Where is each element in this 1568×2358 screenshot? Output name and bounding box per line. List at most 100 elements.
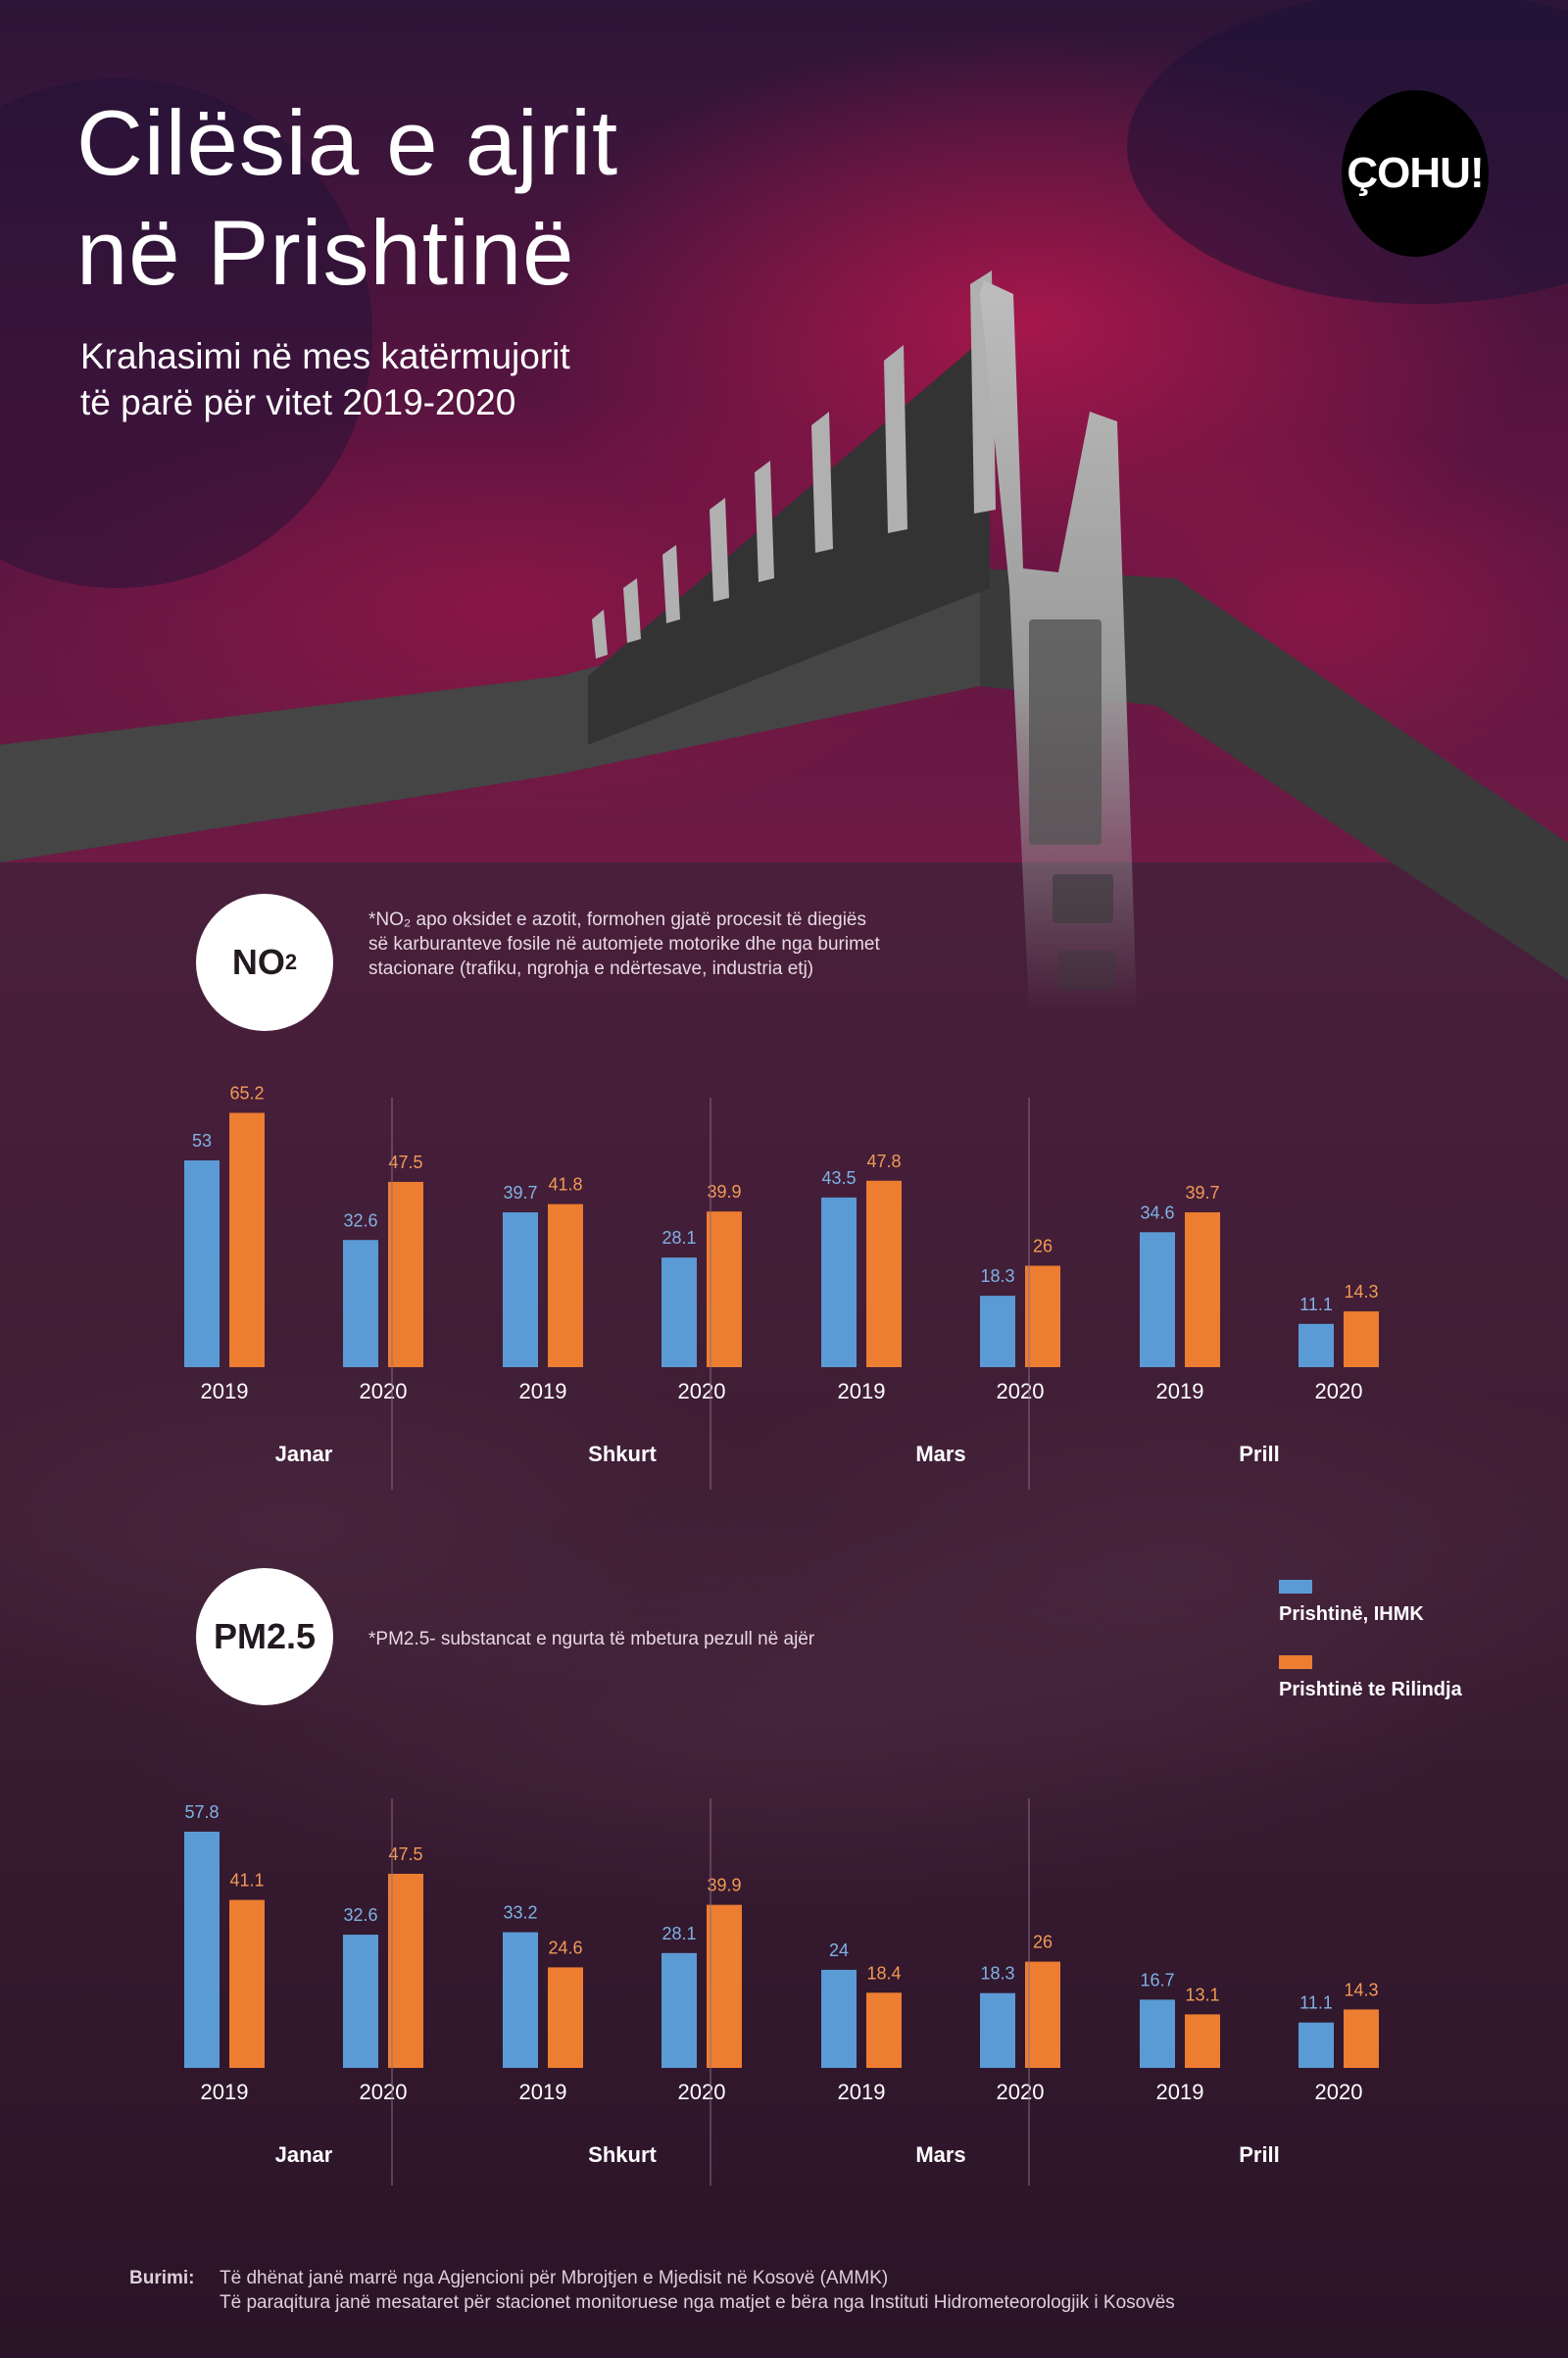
pm25-badge: PM2.5: [196, 1568, 333, 1705]
no2-badge: NO 2: [196, 894, 333, 1031]
pm25-data-label: 39.9: [707, 1876, 741, 1895]
source-label: Burimi:: [129, 2268, 195, 2288]
pm25-bar-rilindja: [707, 1904, 742, 2068]
no2-bar-ihmk: [184, 1160, 220, 1367]
pm25-bar-ihmk: [1298, 2022, 1334, 2068]
title-line-1: Cilësia e ajrit: [76, 91, 619, 194]
no2-bar-rilindja: [707, 1211, 742, 1367]
no2-year-label: 2020: [360, 1379, 408, 1403]
pm25-bar-ihmk: [343, 1935, 378, 2068]
pm25-bar-ihmk: [980, 1992, 1015, 2068]
pm25-year-label: 2020: [678, 2080, 726, 2104]
no2-data-label: 34.6: [1140, 1203, 1174, 1222]
title-line-2: në Prishtinë: [76, 201, 575, 304]
legend-item-rilindja: Prishtinë te Rilindja: [1279, 1679, 1462, 1700]
no2-bar-rilindja: [1025, 1265, 1060, 1367]
pm25-data-label: 41.1: [229, 1871, 264, 1891]
no2-bar-rilindja: [1344, 1311, 1379, 1367]
pm25-data-label: 47.5: [388, 1844, 422, 1864]
pm25-bar-rilindja: [1344, 2009, 1379, 2068]
pm25-bar-rilindja: [229, 1899, 265, 2068]
pm25-year-label: 2019: [519, 2080, 567, 2104]
no2-bar-ihmk: [1298, 1323, 1334, 1367]
pm25-bar-ihmk: [184, 1831, 220, 2068]
pm25-data-label: 24: [829, 1940, 849, 1960]
no2-data-label: 32.6: [343, 1210, 377, 1230]
pm25-bar-rilindja: [1185, 2014, 1220, 2068]
pm25-year-label: 2019: [838, 2080, 886, 2104]
no2-data-label: 47.5: [388, 1153, 422, 1172]
legend: Prishtinë, IHMK Prishtinë te Rilindja: [1279, 1580, 1462, 1701]
pm25-data-label: 32.6: [343, 1905, 377, 1925]
no2-data-label: 28.1: [662, 1228, 696, 1248]
no2-bar-ihmk: [662, 1257, 697, 1367]
no2-year-label: 2019: [519, 1379, 567, 1403]
legend-swatch-rilindja: [1279, 1655, 1312, 1669]
pm25-data-label: 57.8: [184, 1802, 219, 1822]
no2-data-label: 14.3: [1344, 1282, 1378, 1302]
no2-year-label: 2020: [1315, 1379, 1363, 1403]
pm25-chart: 57.8 41.1 2019 32.6 47.5 2020 Janar 33.2 24.6 201…: [184, 1798, 1379, 2186]
no2-data-label: 39.9: [707, 1182, 741, 1202]
pm25-data-label: 13.1: [1185, 1985, 1219, 2004]
no2-month-label: Mars: [915, 1442, 965, 1466]
no2-year-label: 2019: [1156, 1379, 1204, 1403]
pm25-data-label: 24.6: [548, 1938, 582, 1957]
pm25-data-label: 16.7: [1140, 1970, 1174, 1990]
pm25-bar-rilindja: [388, 1873, 423, 2068]
no2-data-label: 39.7: [1185, 1183, 1219, 1203]
pm25-bar-rilindja: [1025, 1961, 1060, 2068]
no2-data-label: 41.8: [548, 1175, 582, 1195]
pm25-bar-ihmk: [503, 1932, 538, 2068]
no2-data-label: 43.5: [821, 1168, 856, 1188]
pm25-year-label: 2020: [360, 2080, 408, 2104]
pm25-bar-rilindja: [866, 1992, 902, 2068]
no2-year-label: 2020: [678, 1379, 726, 1403]
pm25-year-label: 2019: [201, 2080, 249, 2104]
pm25-note: *PM2.5- substancat e ngurta të mbetura p…: [368, 1629, 815, 1649]
pm25-data-label: 28.1: [662, 1924, 696, 1943]
cohu-logo: ÇOHU!: [1342, 90, 1489, 257]
pm25-bar-ihmk: [821, 1969, 857, 2068]
no2-month-label: Prill: [1239, 1442, 1280, 1466]
pm25-data-label: 33.2: [503, 1903, 537, 1923]
pm25-month-label: Mars: [915, 2142, 965, 2167]
no2-note-line-3: stacionare (trafiku, ngrohja e ndërtesav…: [368, 958, 814, 979]
subtitle-line-2: të parë për vitet 2019-2020: [80, 382, 516, 422]
legend-swatch-ihmk: [1279, 1580, 1312, 1594]
no2-note: *NO₂ apo oksidet e azotit, formohen gjat…: [368, 908, 880, 981]
legend-item-ihmk: Prishtinë, IHMK: [1279, 1603, 1424, 1625]
no2-data-label: 65.2: [229, 1084, 264, 1104]
no2-year-label: 2020: [997, 1379, 1045, 1403]
pm25-bar-ihmk: [662, 1952, 697, 2068]
no2-year-label: 2019: [838, 1379, 886, 1403]
pm25-year-label: 2019: [1156, 2080, 1204, 2104]
no2-data-label: 26: [1033, 1237, 1053, 1256]
no2-bar-rilindja: [388, 1181, 423, 1367]
no2-data-label: 39.7: [503, 1183, 537, 1203]
pm25-month-label: Shkurt: [588, 2142, 657, 2167]
no2-bar-ihmk: [343, 1240, 378, 1367]
no2-month-label: Shkurt: [588, 1442, 657, 1466]
page-subtitle: Krahasimi në mes katërmujorit të parë pë…: [80, 333, 766, 425]
pm25-bar-rilindja: [548, 1967, 583, 2068]
pm25-year-label: 2020: [1315, 2080, 1363, 2104]
pm25-data-label: 18.4: [866, 1963, 901, 1983]
pm25-data-label: 14.3: [1344, 1980, 1378, 1999]
pm25-year-label: 2020: [997, 2080, 1045, 2104]
no2-bar-rilindja: [548, 1204, 583, 1367]
no2-data-label: 53: [192, 1131, 212, 1151]
no2-bar-rilindja: [1185, 1211, 1220, 1367]
no2-note-line-2: së karburanteve fosile në automjete moto…: [368, 934, 880, 955]
pm25-data-label: 26: [1033, 1933, 1053, 1952]
no2-data-label: 47.8: [866, 1152, 901, 1171]
no2-year-label: 2019: [201, 1379, 249, 1403]
source-line-1: Të dhënat janë marrë nga Agjencioni për …: [220, 2268, 889, 2288]
no2-badge-sub: 2: [284, 950, 298, 974]
no2-bar-ihmk: [980, 1296, 1015, 1367]
subtitle-line-1: Krahasimi në mes katërmujorit: [80, 336, 570, 376]
no2-data-label: 18.3: [980, 1266, 1014, 1286]
no2-bar-ihmk: [821, 1197, 857, 1367]
no2-note-line-1: *NO₂ apo oksidet e azotit, formohen gjat…: [368, 909, 866, 930]
no2-month-label: Janar: [275, 1442, 333, 1466]
